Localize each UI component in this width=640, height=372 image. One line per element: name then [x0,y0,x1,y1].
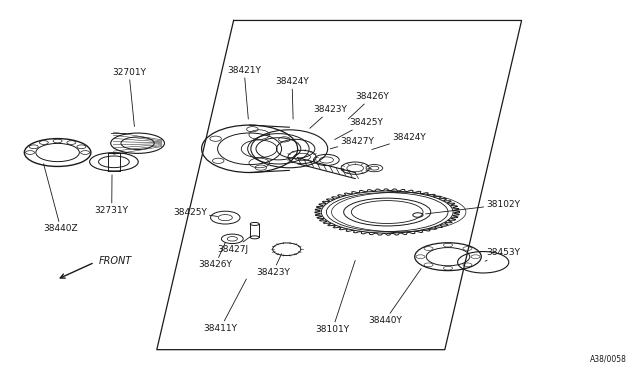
Text: 38425Y: 38425Y [173,208,218,217]
Text: 32701Y: 32701Y [112,68,146,126]
Text: 38440Y: 38440Y [368,269,421,325]
Text: 38426Y: 38426Y [198,243,232,269]
Text: 38102Y: 38102Y [426,200,520,214]
Text: A38/0058: A38/0058 [590,355,627,364]
Text: FRONT: FRONT [99,256,132,266]
Text: 38423Y: 38423Y [256,254,290,277]
Text: 38453Y: 38453Y [485,248,520,261]
Text: 38425Y: 38425Y [335,118,383,140]
Text: 38427Y: 38427Y [330,137,374,149]
Text: 38101Y: 38101Y [316,260,355,334]
Text: 38426Y: 38426Y [348,92,389,119]
Text: 38440Z: 38440Z [44,164,78,233]
Text: 38427J: 38427J [218,236,251,254]
Text: 38424Y: 38424Y [275,77,309,119]
Text: 38421Y: 38421Y [227,66,261,119]
Text: 38423Y: 38423Y [310,105,348,128]
Text: 38424Y: 38424Y [372,133,426,150]
Text: 32731Y: 32731Y [95,175,129,215]
Text: 38411Y: 38411Y [204,279,246,333]
